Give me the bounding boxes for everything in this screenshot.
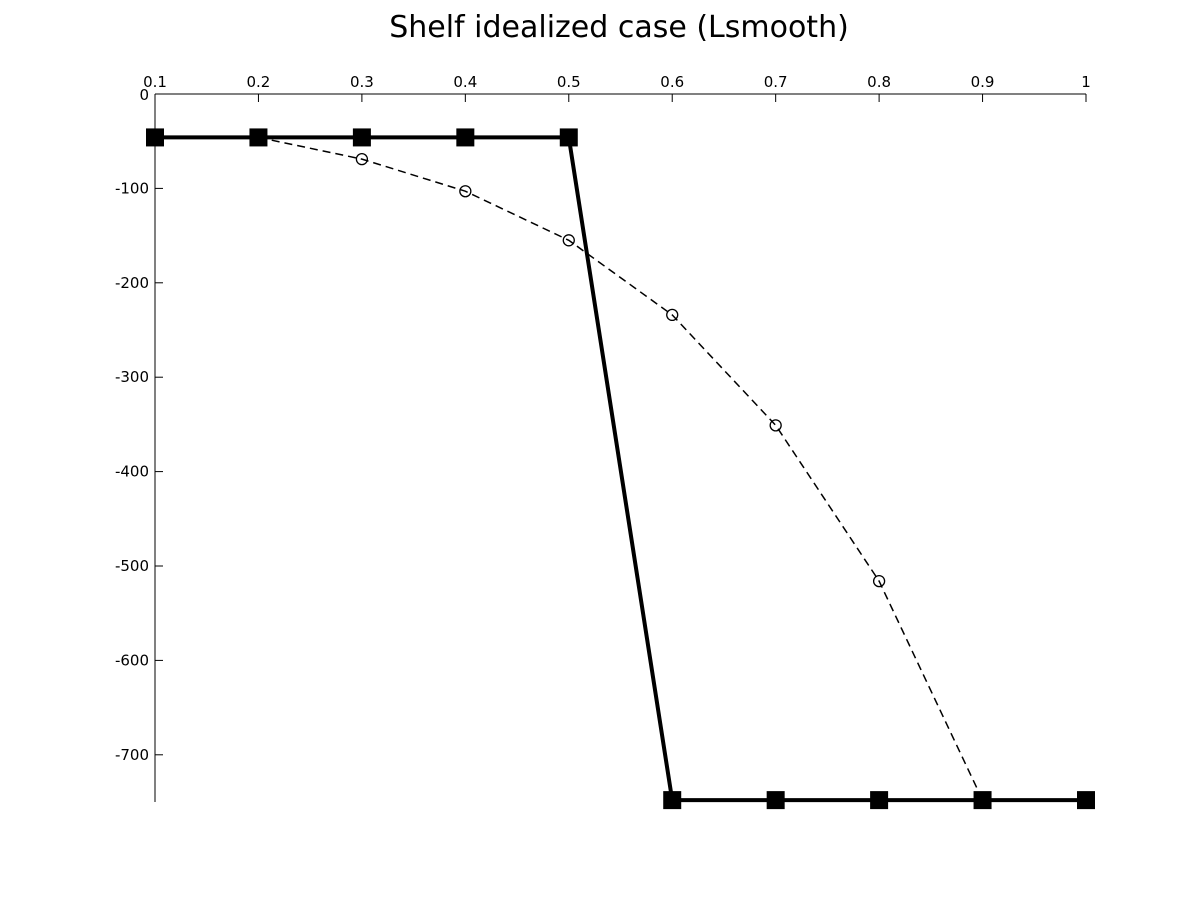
data-point: [562, 234, 575, 247]
data-point: [872, 574, 886, 588]
data-point: [976, 793, 989, 807]
plot-area: [146, 128, 1095, 810]
data-point: [252, 131, 265, 144]
data-point: [559, 128, 578, 147]
chart-title: Shelf idealized case (Lsmooth): [389, 10, 849, 45]
axes: [154, 93, 1086, 802]
x-tick-label: 1: [1081, 73, 1091, 91]
data-point: [663, 791, 682, 810]
x-tick-label: 0.2: [247, 73, 271, 91]
x-tick-label: 0.5: [557, 73, 581, 91]
data-point: [666, 308, 679, 322]
data-point: [456, 128, 475, 147]
y-tick-label: -100: [115, 179, 149, 197]
data-point: [1077, 791, 1095, 810]
y-tick-label: -600: [115, 651, 149, 669]
data-point: [249, 128, 268, 147]
x-tick-label: 0.6: [660, 73, 684, 91]
y-tick-label: 0: [139, 86, 149, 104]
x-tick-label: 0.4: [453, 73, 477, 91]
data-point: [355, 152, 369, 166]
data-point: [769, 419, 782, 432]
data-point: [148, 131, 162, 144]
x-tick-label: 0.9: [971, 73, 995, 91]
x-tick-label: 0.3: [350, 73, 374, 91]
data-point: [766, 791, 785, 810]
x-tick-label: 0.7: [764, 73, 788, 91]
data-point: [973, 791, 992, 810]
series-line: [155, 135, 1086, 803]
y-tick-label: -400: [115, 463, 149, 481]
y-tick-label: -300: [115, 368, 149, 386]
y-tick-label: -500: [115, 557, 149, 575]
x-tick-label: 0.8: [867, 73, 891, 91]
series-line: [155, 136, 984, 801]
data-point: [352, 128, 371, 147]
axis-ticks: 0.1 0.2 0.3 0.4 0.5 0.6 0.7 0.8 0.9 1 0 -100 -200 -30…: [115, 73, 1091, 764]
y-tick-label: -700: [115, 746, 149, 764]
series-2: [148, 131, 989, 807]
x-tick-label: 0.1: [143, 73, 167, 91]
y-tick-label: -200: [115, 274, 149, 292]
series-1: [146, 128, 1095, 810]
data-point: [459, 185, 472, 198]
data-point: [870, 791, 889, 810]
